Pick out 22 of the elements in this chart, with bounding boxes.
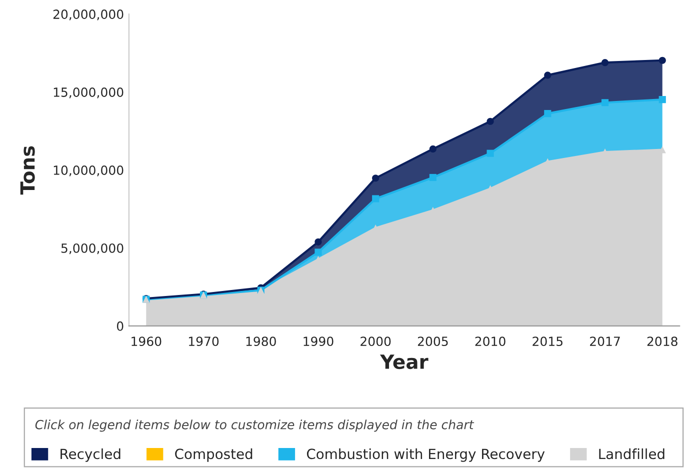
legend-label: Composted bbox=[175, 448, 252, 462]
x-tick-label: 2017 bbox=[590, 336, 620, 346]
x-tick-label: 1990 bbox=[304, 336, 334, 346]
y-tick-label: 0 bbox=[116, 321, 124, 331]
x-tick-label: 1970 bbox=[188, 336, 219, 346]
x-tick-label: 2005 bbox=[418, 336, 448, 346]
y-tick-label: 5,000,000 bbox=[61, 243, 124, 254]
y-axis-title: Tons bbox=[20, 146, 35, 195]
x-tick-label: 2010 bbox=[475, 336, 506, 346]
legend-label: Combustion with Energy Recovery bbox=[306, 448, 545, 462]
text: Click on legend items below to customize items displayed in the chart bbox=[35, 420, 474, 432]
x-tick-label: 2018 bbox=[647, 336, 678, 346]
x-tick-label: 2000 bbox=[360, 336, 391, 346]
y-tick-label: 15,000,000 bbox=[54, 88, 124, 98]
legend-label: Landfilled bbox=[599, 448, 664, 460]
x-tick-label: 2015 bbox=[532, 336, 562, 346]
x-tick-label: 1960 bbox=[132, 336, 162, 346]
x-tick-label: 1980 bbox=[246, 336, 276, 346]
legend-label: Recycled bbox=[60, 448, 120, 462]
y-tick-label: 10,000,000 bbox=[54, 165, 124, 176]
y-tick-label: 20,000,000 bbox=[53, 10, 124, 20]
x-axis-title: Year bbox=[380, 354, 428, 370]
